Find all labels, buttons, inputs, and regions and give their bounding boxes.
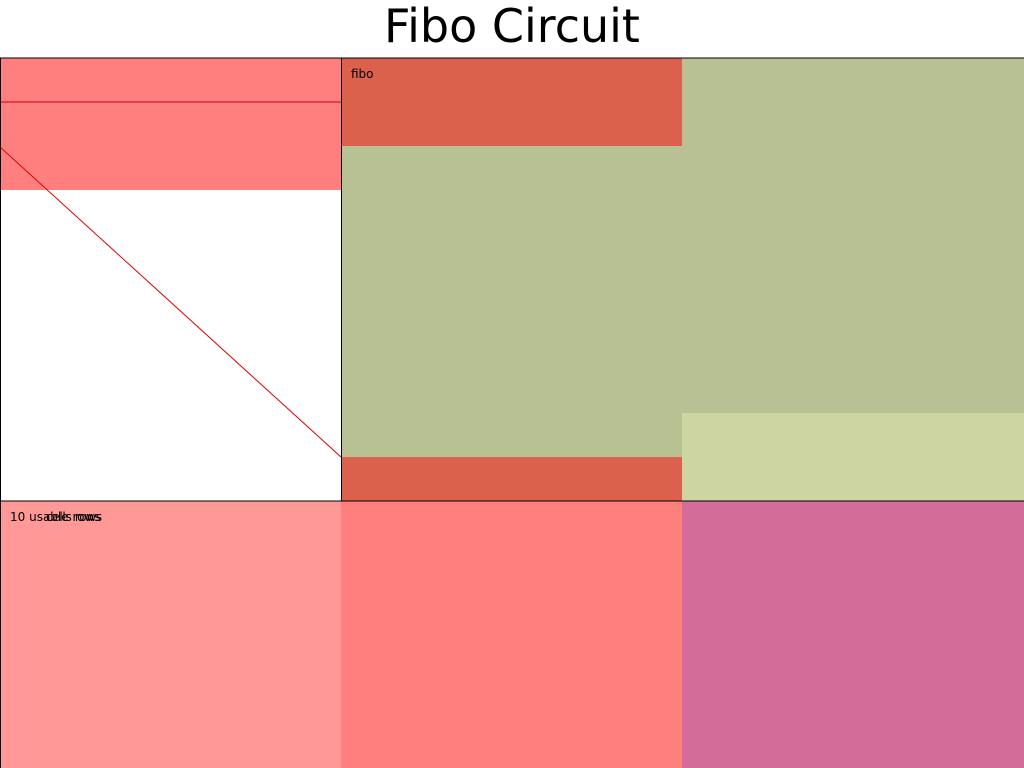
advice-row-2: [0, 102, 341, 190]
fibo-region-label: fibo: [351, 67, 374, 81]
unusable-rows-col-2: [341, 501, 682, 768]
copy-constraint-line: [0, 146, 342, 458]
fixed-column-main: [682, 58, 1024, 413]
page-title: Fibo Circuit: [384, 0, 640, 53]
fibo-region-bottom: [341, 457, 682, 501]
advice-row-1: [0, 58, 341, 102]
overlapping-label: cells rows: [46, 510, 102, 524]
usable-rows-label: 10 usable rows: [10, 510, 101, 524]
unusable-rows-col-1: [0, 501, 341, 768]
unusable-rows-col-3: [682, 501, 1024, 768]
fibo-region-body: [341, 146, 682, 457]
fixed-column-tail: [682, 413, 1024, 501]
fibo-region-top: [341, 58, 682, 146]
